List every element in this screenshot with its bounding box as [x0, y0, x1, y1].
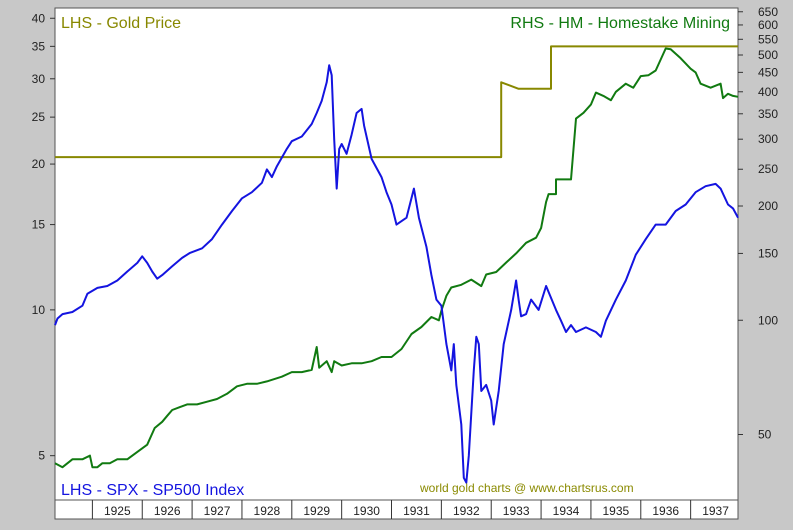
- x-tick-label: 1934: [553, 504, 580, 518]
- hm-series-line: [54, 47, 739, 469]
- right-tick-label: 250: [758, 162, 778, 176]
- x-tick-label: 1927: [204, 504, 231, 518]
- right-tick-label: 500: [758, 48, 778, 62]
- plot-area: [54, 7, 739, 501]
- x-tick-label: 1932: [453, 504, 480, 518]
- gold-series-line: [55, 45, 738, 159]
- left-tick-label: 30: [32, 72, 46, 86]
- series-layer: [54, 45, 739, 484]
- source-credit: world gold charts @ www.chartsrus.com: [419, 481, 634, 495]
- x-tick-label: 1931: [403, 504, 430, 518]
- right-tick-label: 100: [758, 313, 778, 327]
- right-tick-label: 550: [758, 32, 778, 46]
- right-tick-label: 150: [758, 246, 778, 260]
- spx-series-line: [54, 64, 739, 484]
- left-tick-label: 25: [32, 110, 46, 124]
- right-tick-label: 200: [758, 199, 778, 213]
- x-axis-strip: [54, 499, 739, 520]
- x-axis: 1925 1926 1927 1928 1929 1930 1931 1932 1933 1934…: [91, 500, 729, 519]
- x-tick-label: 1937: [702, 504, 729, 518]
- right-tick-label: 50: [758, 427, 772, 441]
- right-tick-label: 450: [758, 65, 778, 79]
- right-tick-label: 350: [758, 107, 778, 121]
- spx-series-label: LHS - SPX - SP500 Index: [61, 482, 244, 499]
- x-tick-label: 1925: [104, 504, 131, 518]
- left-tick-label: 5: [38, 449, 45, 463]
- x-tick-label: 1935: [603, 504, 630, 518]
- x-tick-label: 1926: [154, 504, 181, 518]
- left-tick-label: 10: [32, 303, 46, 317]
- left-tick-label: 35: [32, 39, 46, 53]
- right-tick-label: 400: [758, 85, 778, 99]
- left-tick-label: 40: [32, 11, 46, 25]
- x-tick-label: 1930: [353, 504, 380, 518]
- x-tick-label: 1929: [303, 504, 330, 518]
- x-tick-label: 1936: [652, 504, 679, 518]
- left-tick-label: 20: [32, 157, 46, 171]
- right-tick-label: 650: [758, 5, 778, 19]
- left-tick-label: 15: [32, 218, 46, 232]
- right-tick-label: 600: [758, 18, 778, 32]
- x-tick-label: 1933: [503, 504, 530, 518]
- gold-series-label: LHS - Gold Price: [61, 15, 181, 32]
- left-axis: 5 10 15 20 25 30 35 40: [32, 11, 55, 463]
- hm-series-label: RHS - HM - Homestake Mining: [510, 15, 730, 32]
- x-tick-label: 1928: [254, 504, 281, 518]
- right-tick-label: 300: [758, 132, 778, 146]
